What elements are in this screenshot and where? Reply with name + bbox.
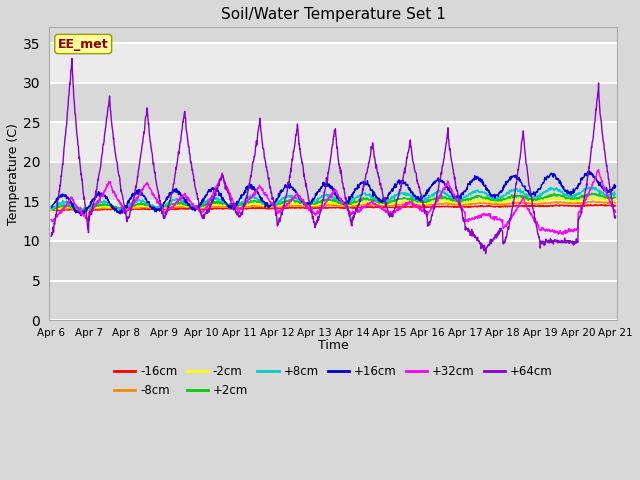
Y-axis label: Temperature (C): Temperature (C) (7, 123, 20, 225)
Bar (49, 122, 618, 162)
Title: Soil/Water Temperature Set 1: Soil/Water Temperature Set 1 (221, 7, 446, 22)
X-axis label: Time: Time (318, 339, 349, 352)
Bar (49, 43, 618, 83)
Bar (49, 202, 618, 241)
Legend: -16cm, -8cm, -2cm, +2cm, +8cm, +16cm, +32cm, +64cm: -16cm, -8cm, -2cm, +2cm, +8cm, +16cm, +3… (109, 360, 557, 402)
Text: EE_met: EE_met (58, 37, 109, 50)
